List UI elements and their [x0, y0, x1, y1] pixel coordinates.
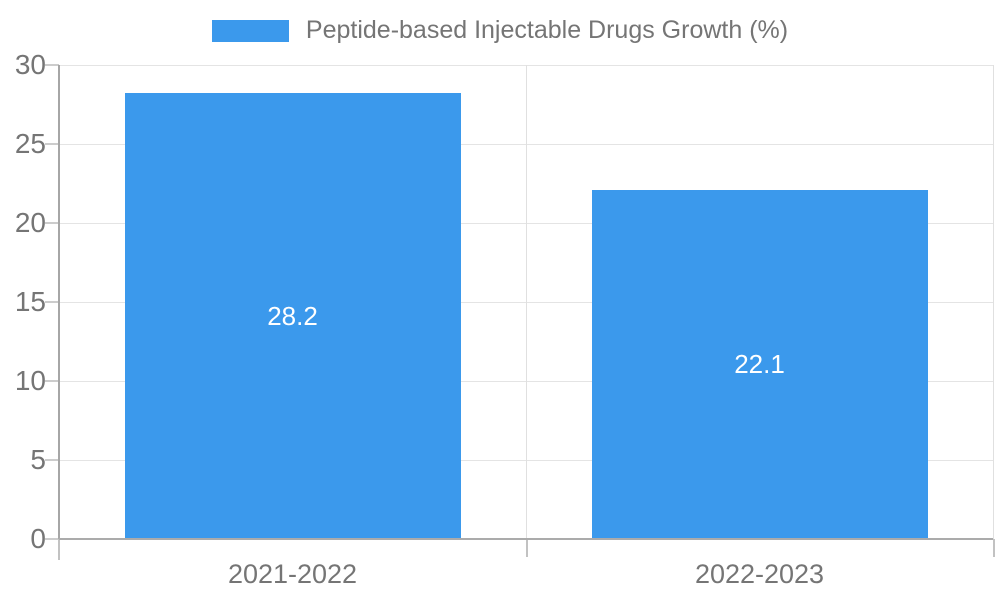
ytick-label-10: 10 [14, 365, 46, 396]
ytick-mark-20 [45, 222, 59, 224]
chart-legend[interactable]: Peptide-based Injectable Drugs Growth (%… [0, 16, 1000, 45]
ytick-label-5: 5 [30, 444, 46, 475]
y-axis-below-tick [58, 539, 60, 560]
x-axis-baseline [59, 538, 993, 540]
ytick-mark-30 [45, 64, 59, 66]
ytick-mark-5 [45, 459, 59, 461]
ytick-label-20: 20 [14, 207, 46, 238]
category-separator [526, 65, 527, 539]
legend-label: Peptide-based Injectable Drugs Growth (%… [305, 16, 789, 44]
ytick-label-25: 25 [14, 128, 46, 159]
bar-value-label: 28.2 [267, 301, 318, 332]
xtick-right [993, 539, 995, 557]
bar-2022-2023[interactable] [591, 189, 928, 539]
xcategory-label-2022-2023: 2022-2023 [694, 559, 825, 589]
ytick-mark-10 [45, 380, 59, 382]
ytick-mark-0 [45, 538, 59, 540]
ytick-mark-25 [45, 143, 59, 145]
plot-right-border [993, 65, 994, 539]
bar-2021-2022[interactable] [124, 93, 461, 539]
y-axis-line [58, 65, 60, 539]
ytick-label-30: 30 [14, 49, 46, 80]
ytick-label-15: 15 [14, 286, 46, 317]
bar-value-label: 22.1 [734, 349, 785, 380]
ytick-mark-15 [45, 301, 59, 303]
ytick-label-0: 0 [30, 523, 46, 554]
xtick-separator [525, 539, 528, 557]
legend-swatch-icon [211, 19, 289, 42]
xcategory-label-2021-2022: 2021-2022 [227, 559, 358, 589]
